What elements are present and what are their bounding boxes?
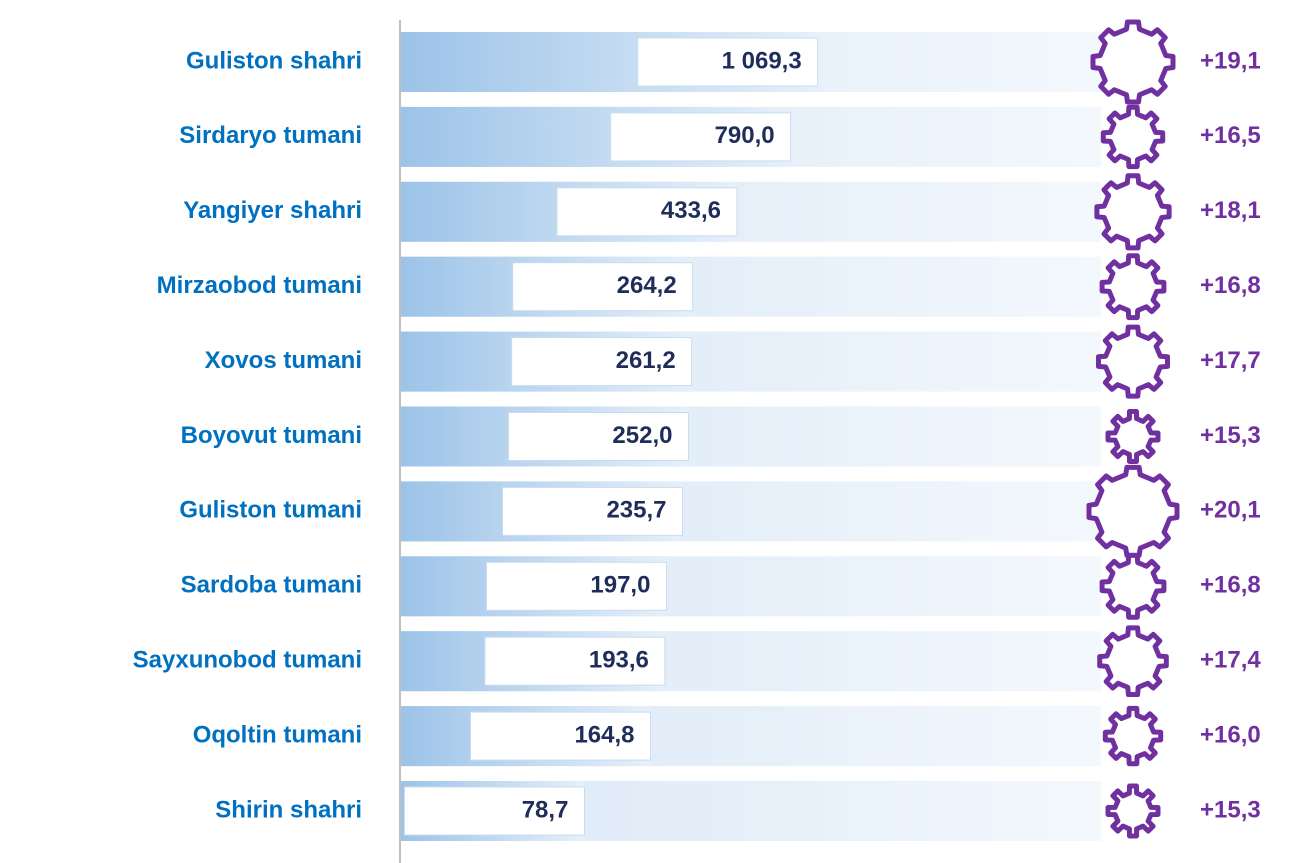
value-label: 261,2 bbox=[616, 347, 676, 374]
value-label: 197,0 bbox=[590, 572, 650, 599]
growth-label: +20,1 bbox=[1200, 497, 1261, 524]
growth-gear bbox=[1094, 173, 1172, 251]
growth-label: +15,3 bbox=[1200, 796, 1261, 823]
growth-label: +17,7 bbox=[1200, 347, 1261, 374]
growth-label: +16,5 bbox=[1200, 122, 1261, 149]
value-box bbox=[470, 711, 652, 761]
value-label: 1 069,3 bbox=[722, 47, 802, 74]
growth-gear bbox=[1105, 783, 1161, 839]
value-box bbox=[485, 561, 667, 611]
growth-gear bbox=[1102, 705, 1164, 767]
category-label: Mirzaobod tumani bbox=[157, 272, 362, 299]
value-box bbox=[512, 262, 694, 312]
value-label: 235,7 bbox=[606, 497, 666, 524]
growth-gear bbox=[1090, 19, 1176, 105]
growth-label: +16,8 bbox=[1200, 572, 1261, 599]
value-box bbox=[556, 187, 738, 237]
value-box bbox=[484, 636, 666, 686]
value-box bbox=[610, 112, 792, 162]
category-label: Oqoltin tumani bbox=[193, 721, 362, 748]
growth-gear bbox=[1096, 324, 1170, 399]
value-box bbox=[507, 412, 689, 461]
growth-gear bbox=[1105, 409, 1161, 464]
value-label: 433,6 bbox=[661, 197, 721, 224]
value-label: 252,0 bbox=[612, 422, 672, 449]
growth-label: +16,0 bbox=[1200, 721, 1261, 748]
growth-gear bbox=[1086, 464, 1180, 558]
growth-label: +15,3 bbox=[1200, 422, 1261, 449]
category-label: Sayxunobod tumani bbox=[133, 647, 362, 674]
value-label: 264,2 bbox=[617, 272, 677, 299]
value-box bbox=[403, 786, 585, 836]
category-label: Sardoba tumani bbox=[181, 572, 362, 599]
value-label: 164,8 bbox=[574, 721, 634, 748]
growth-label: +17,4 bbox=[1200, 647, 1261, 674]
growth-gear bbox=[1100, 104, 1166, 170]
category-label: Sirdaryo tumani bbox=[179, 122, 362, 149]
value-label: 193,6 bbox=[589, 647, 649, 674]
growth-gear bbox=[1099, 552, 1167, 620]
value-box bbox=[511, 337, 693, 387]
category-label: Guliston shahri bbox=[186, 47, 362, 74]
value-label: 78,7 bbox=[522, 796, 569, 823]
category-label: Guliston tumani bbox=[179, 497, 362, 524]
growth-label: +18,1 bbox=[1200, 197, 1261, 224]
category-label: Xovos tumani bbox=[205, 347, 362, 374]
category-label: Shirin shahri bbox=[215, 796, 362, 823]
growth-gear bbox=[1099, 253, 1167, 321]
growth-gear bbox=[1097, 625, 1169, 697]
category-label: Boyovut tumani bbox=[181, 422, 362, 449]
category-label: Yangiyer shahri bbox=[183, 197, 362, 224]
value-box bbox=[502, 486, 684, 536]
growth-label: +16,8 bbox=[1200, 272, 1261, 299]
value-label: 790,0 bbox=[715, 122, 775, 149]
value-box bbox=[637, 37, 819, 87]
growth-label: +19,1 bbox=[1200, 47, 1261, 74]
